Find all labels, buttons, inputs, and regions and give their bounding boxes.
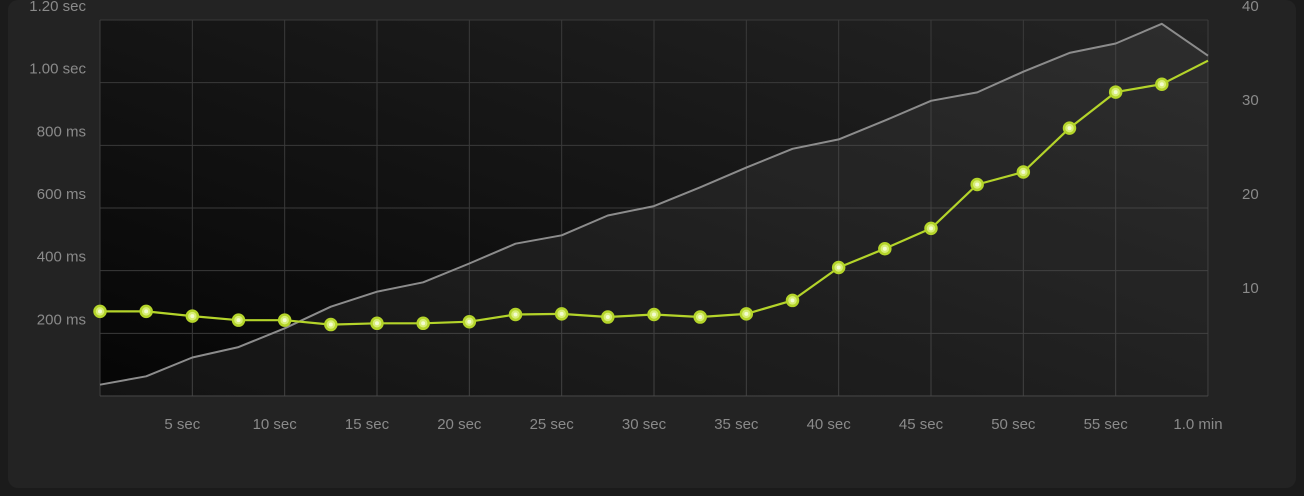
data-point-marker-center [375, 321, 379, 326]
x-tick-label: 55 sec [1084, 416, 1129, 433]
y-left-tick-label: 200 ms [37, 311, 86, 328]
series-markers [93, 77, 1169, 332]
data-point-marker-center [98, 309, 102, 314]
data-point-marker-center [882, 246, 887, 251]
data-point-marker-center [929, 226, 933, 231]
data-point-marker-center [1113, 90, 1118, 95]
count-area [100, 23, 1208, 397]
grid [99, 19, 1209, 397]
data-point-marker-center [190, 314, 195, 319]
data-point-marker-center [236, 318, 241, 323]
data-point-marker-center [144, 309, 149, 314]
data-point-marker-center [975, 182, 980, 187]
x-tick-label: 20 sec [437, 416, 482, 433]
data-point-marker-center [513, 312, 518, 317]
data-point-marker-center [421, 321, 426, 326]
x-tick-label: 40 sec [807, 416, 852, 433]
data-point-marker-center [559, 311, 564, 316]
y-left-tick-label: 1.00 sec [29, 61, 86, 78]
x-tick-label: 30 sec [622, 416, 667, 433]
series-area-fill [100, 23, 1208, 397]
y-axis-right-ticks: 10 20 30 40 [1242, 0, 1259, 297]
y-left-tick-label: 800 ms [37, 123, 86, 140]
y-right-tick-label: 20 [1242, 186, 1259, 203]
x-tick-label: 35 sec [714, 416, 759, 433]
y-right-tick-label: 40 [1242, 0, 1259, 15]
data-point-marker-center [1021, 169, 1026, 174]
data-point-marker-center [698, 315, 703, 320]
y-left-tick-label: 1.20 sec [29, 0, 86, 15]
x-tick-label: 25 sec [530, 416, 575, 433]
data-point-marker-center [652, 312, 656, 317]
data-point-marker-center [836, 265, 841, 270]
x-tick-label: 50 sec [991, 416, 1036, 433]
y-right-tick-label: 30 [1242, 92, 1259, 109]
x-tick-label: 1.0 min [1173, 416, 1222, 433]
y-axis-left-ticks: 200 ms 400 ms 600 ms 800 ms 1.00 sec 1.20 sec [29, 0, 86, 328]
data-point-marker-center [467, 319, 472, 324]
data-point-marker-center [605, 315, 610, 320]
data-point-marker-center [1159, 82, 1164, 87]
x-tick-label: 10 sec [253, 416, 298, 433]
data-point-marker-center [790, 298, 795, 303]
y-right-tick-label: 10 [1242, 280, 1259, 297]
data-point-marker-center [282, 318, 287, 323]
data-point-marker-center [744, 311, 749, 316]
x-axis-ticks: 5 sec 10 sec 15 sec 20 sec 25 sec 30 sec 35 se… [164, 416, 1222, 433]
data-point-marker-center [1067, 126, 1072, 131]
x-tick-label: 15 sec [345, 416, 390, 433]
y-left-tick-label: 400 ms [37, 249, 86, 266]
data-point-marker-center [328, 322, 333, 327]
x-tick-label: 45 sec [899, 416, 944, 433]
x-tick-label: 5 sec [164, 416, 200, 433]
y-left-tick-label: 600 ms [37, 186, 86, 203]
series-line-count [99, 22, 1209, 386]
